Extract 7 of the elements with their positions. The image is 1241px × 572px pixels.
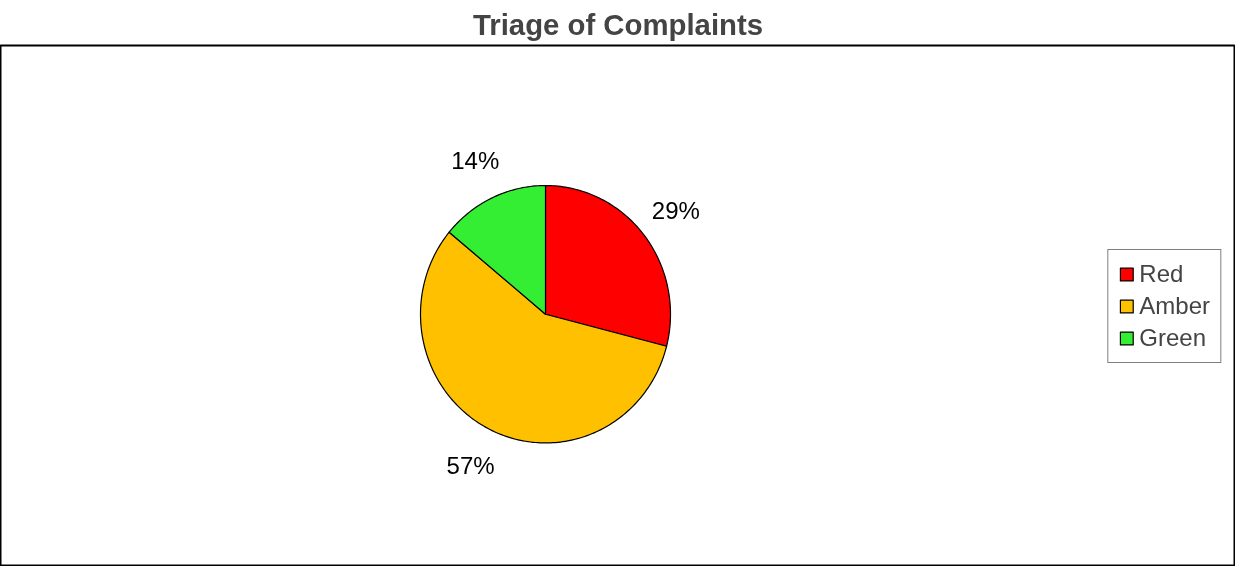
data-label: 57% [446, 452, 495, 480]
legend-label: Green [1139, 323, 1207, 352]
legend-label: Red [1139, 259, 1184, 288]
legend-label: Amber [1139, 291, 1210, 320]
data-label: 29% [651, 196, 700, 224]
chart-title: Triage of Complaints [472, 7, 764, 41]
data-label: 14% [451, 147, 500, 175]
